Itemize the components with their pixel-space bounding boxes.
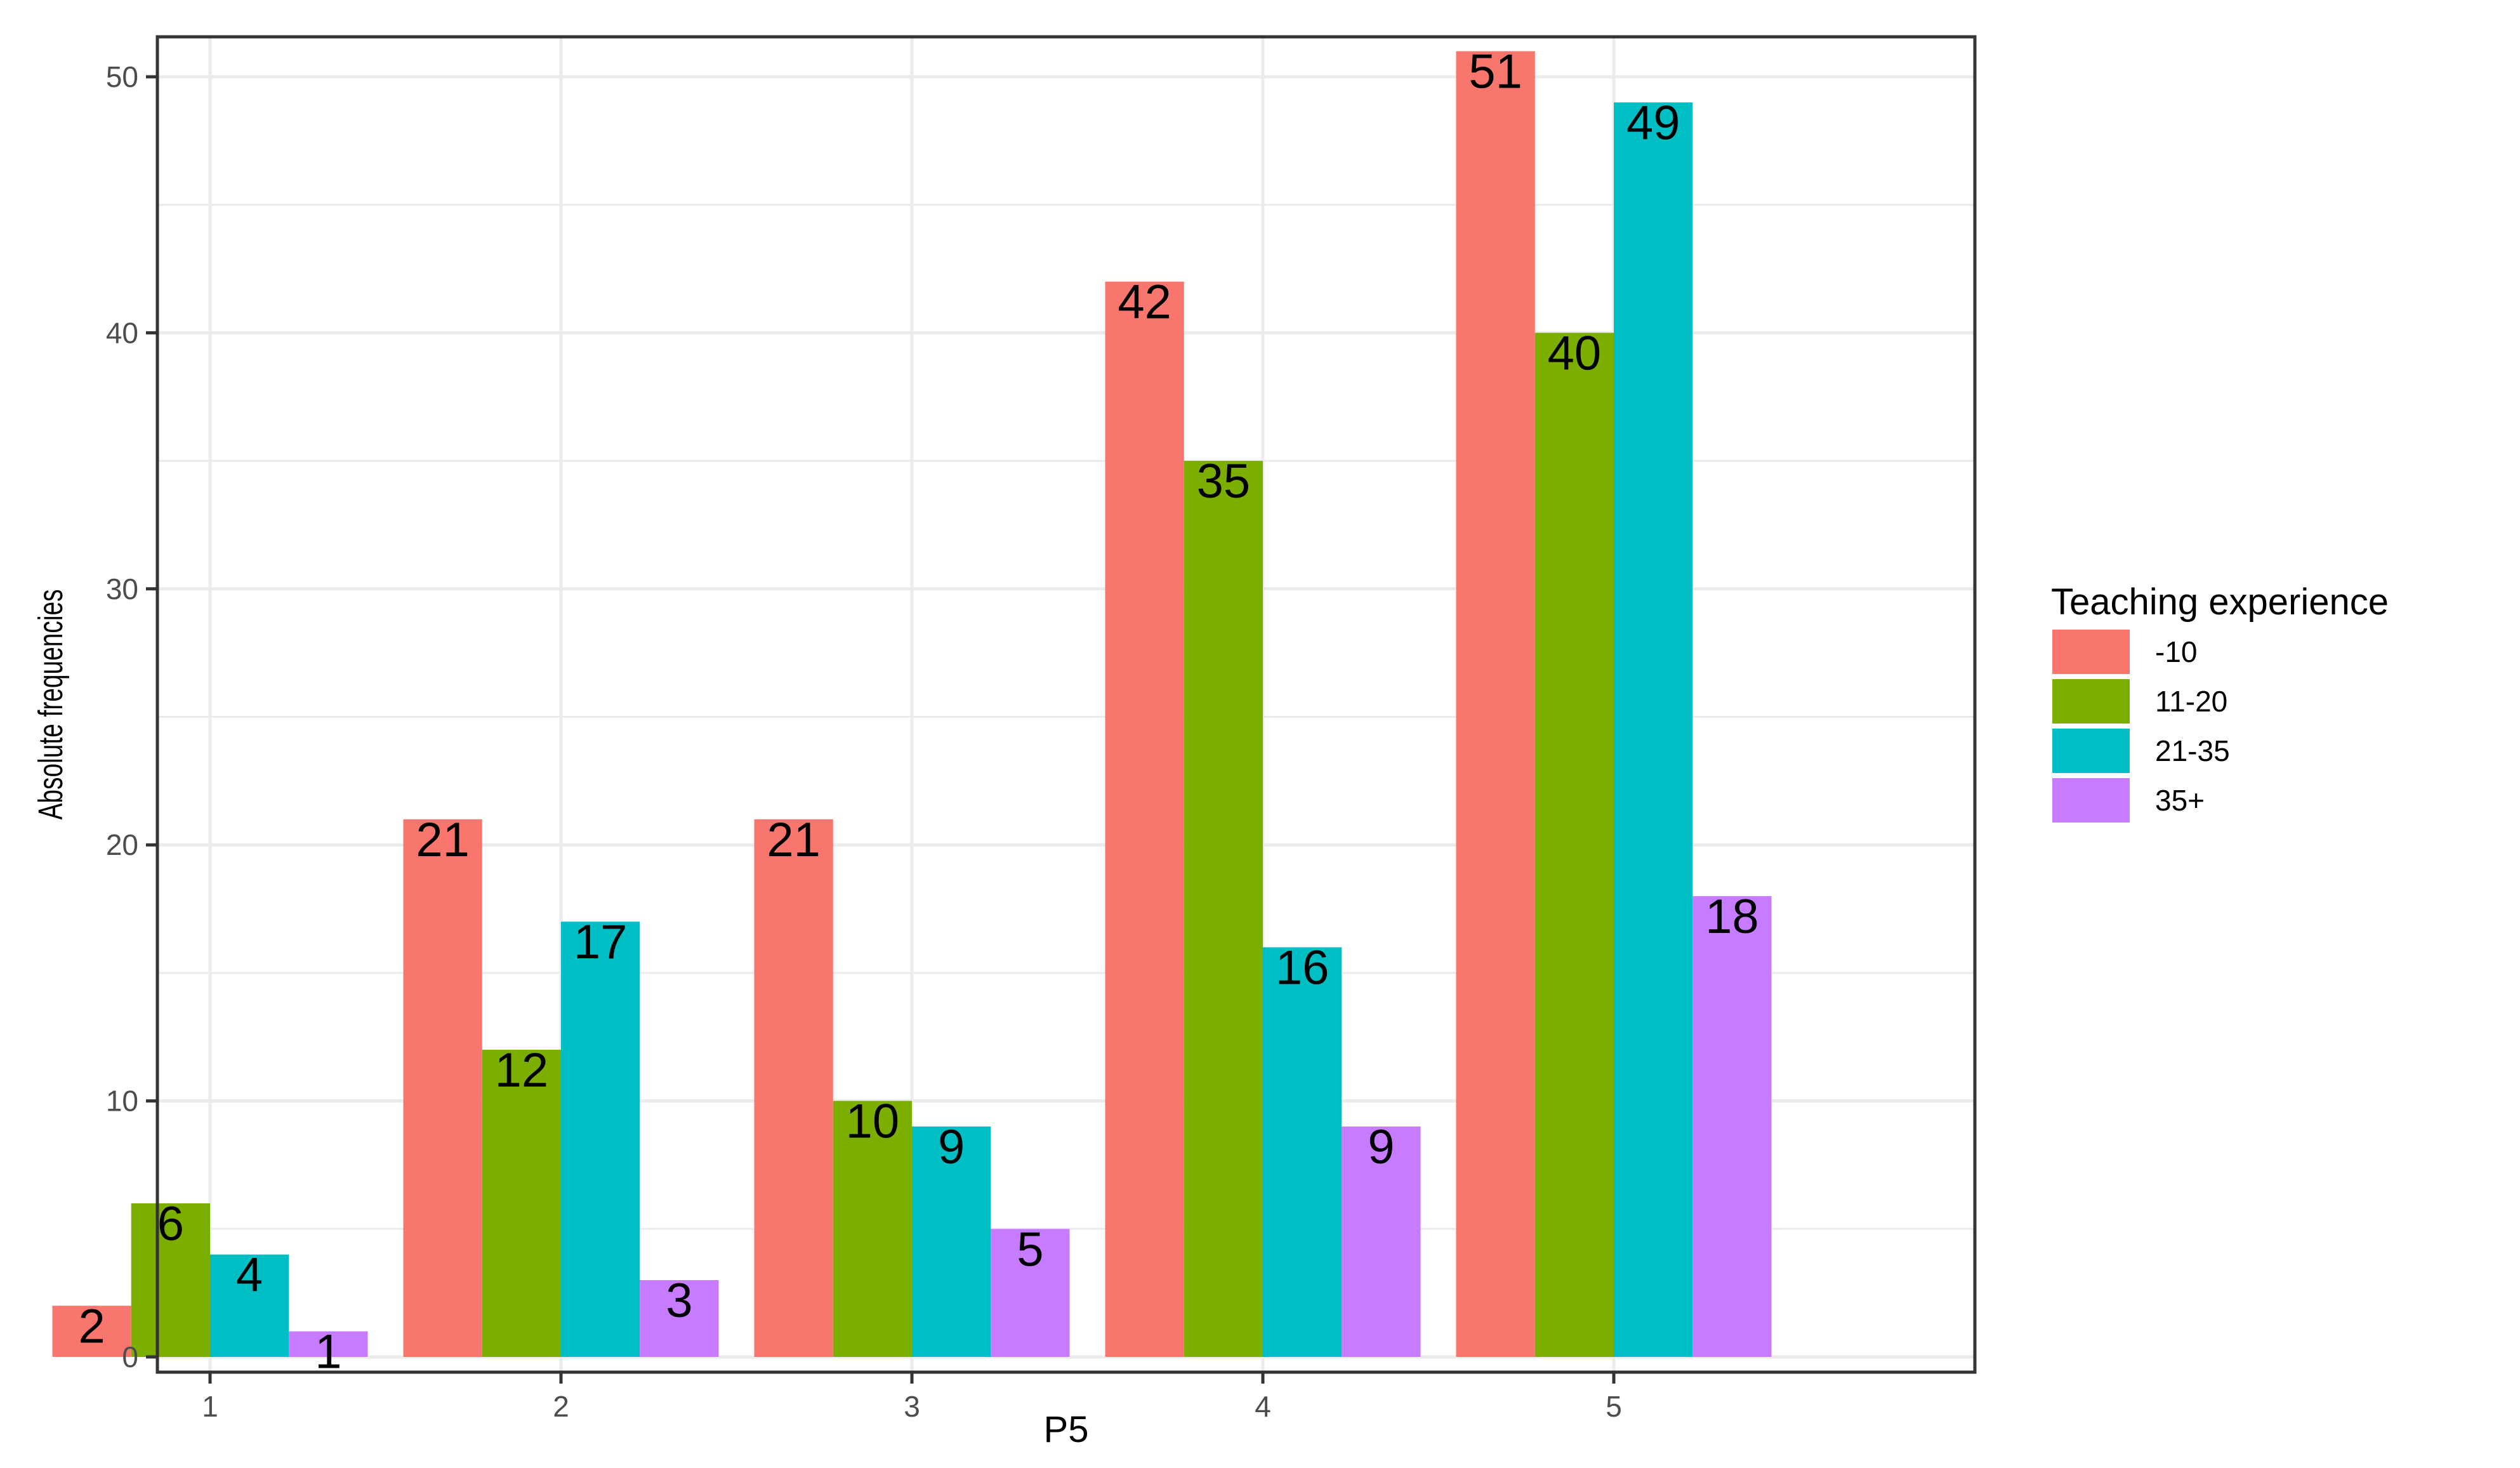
legend-label: 21-35 [2155, 734, 2230, 767]
bar [289, 1331, 368, 1357]
bar-data-label: 51 [1468, 45, 1522, 99]
bar-data-label: 3 [666, 1274, 692, 1328]
bar-data-label: 10 [846, 1095, 900, 1149]
legend-key [2052, 679, 2130, 724]
bar [482, 1049, 561, 1357]
legend-key [2052, 729, 2130, 773]
legend-title: Teaching experience [2051, 581, 2389, 623]
bar-data-label: 42 [1118, 275, 1171, 329]
y-tick-label: 10 [106, 1085, 138, 1118]
bar-data-label: 49 [1626, 96, 1680, 150]
bars [52, 51, 1772, 1358]
bar [754, 819, 833, 1357]
bar [403, 819, 482, 1357]
bar [991, 1229, 1070, 1357]
bar [640, 1280, 719, 1357]
bar [1534, 333, 1614, 1357]
bar [1456, 51, 1535, 1358]
bar-data-label: 35 [1197, 454, 1251, 508]
x-tick-label: 3 [904, 1390, 920, 1423]
bar-data-label: 5 [1017, 1222, 1043, 1276]
bar-data-label: 12 [495, 1043, 549, 1097]
bar [1614, 102, 1693, 1358]
x-tick-label: 4 [1255, 1390, 1271, 1423]
bar [1184, 461, 1263, 1357]
bar [1263, 947, 1342, 1357]
y-tick-label: 30 [106, 572, 138, 605]
bar [833, 1101, 912, 1357]
x-tick-label: 1 [202, 1390, 218, 1423]
bar-data-label: 21 [767, 813, 821, 867]
y-tick-label: 40 [106, 316, 138, 349]
bar-data-label: 9 [938, 1120, 965, 1174]
bar-data-label: 1 [315, 1325, 341, 1379]
legend-label: -10 [2155, 635, 2197, 668]
legend-key [2052, 630, 2130, 674]
bar-data-label: 9 [1368, 1120, 1394, 1174]
plot-panel-border [155, 35, 1977, 1374]
bar-data-label: 2 [78, 1299, 105, 1353]
y-tick-label: 20 [106, 828, 138, 861]
bar [1105, 281, 1184, 1358]
legend-key [2052, 778, 2130, 823]
x-tick-label: 5 [1606, 1390, 1622, 1423]
bar [912, 1126, 991, 1357]
bar-data-label: 16 [1276, 941, 1329, 995]
bar-data-label: 18 [1705, 890, 1759, 944]
bar-data-label: 17 [574, 915, 628, 969]
y-tick-label: 0 [122, 1340, 138, 1373]
bar [561, 922, 640, 1357]
legend-label: 11-20 [2155, 685, 2227, 718]
x-axis-title: P5 [1044, 1409, 1089, 1450]
legend-items: -10 11-20 21-35 35+ [2052, 630, 2230, 823]
bar-data-label: 6 [157, 1197, 184, 1251]
x-tick-label: 2 [553, 1390, 569, 1423]
bar-data-label: 21 [416, 813, 470, 867]
bar [1692, 896, 1772, 1357]
bar-data-label: 40 [1548, 326, 1602, 380]
bar [131, 1203, 210, 1357]
bar-data-label: 4 [236, 1248, 263, 1302]
bar [1342, 1126, 1421, 1357]
bar [210, 1254, 289, 1357]
legend-label: 35+ [2155, 784, 2205, 817]
legend: Teaching experience -10 11-20 21-35 35+ [2051, 581, 2389, 823]
y-tick-label: 50 [106, 60, 138, 93]
y-axis-title: Absolute frequencies [31, 589, 70, 819]
bar [52, 1306, 131, 1357]
